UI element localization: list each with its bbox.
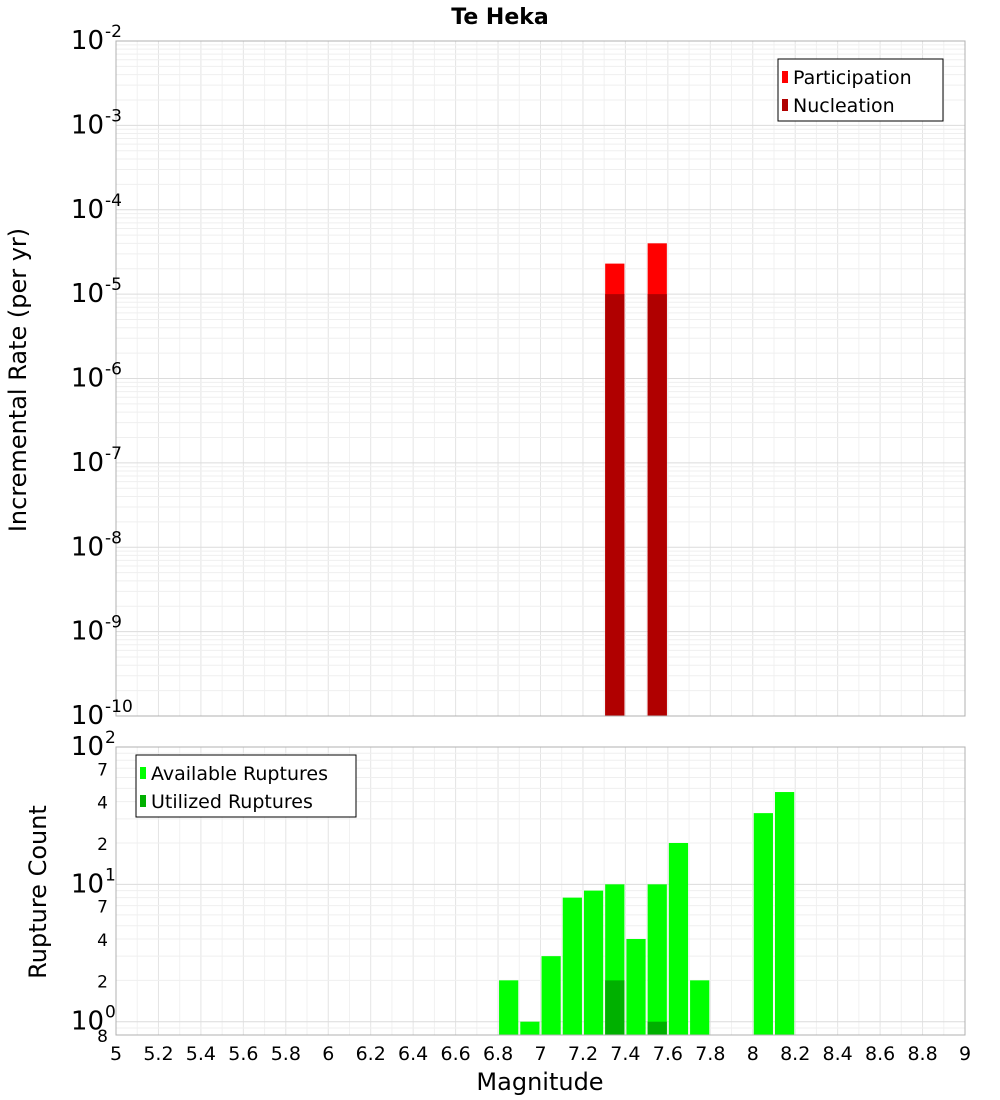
y-tick-label: 7 [97, 760, 108, 780]
legend-box [135, 754, 357, 818]
legend-swatch [140, 767, 146, 779]
x-tick-label: 5.2 [143, 1043, 173, 1065]
y-tick-exponent: 1 [105, 865, 116, 885]
y-tick-label: 4 [97, 794, 108, 814]
legend-entry: Utilized Ruptures [151, 791, 313, 813]
y-tick-exponent: -8 [105, 528, 122, 548]
x-tick-label: 5.8 [271, 1043, 301, 1065]
y-tick-exponent: 0 [105, 1003, 116, 1023]
y-tick-label: 10 [71, 617, 104, 647]
bar-utilized-ruptures [647, 1021, 667, 1035]
bar-available-ruptures [562, 897, 582, 1035]
y-tick-label: 2 [97, 972, 108, 992]
x-tick-label: 5 [110, 1043, 122, 1065]
x-tick-label: 8.8 [907, 1043, 937, 1065]
y-tick-label: 10 [71, 364, 104, 394]
legend: Available Ruptures Utilized Ruptures [135, 754, 357, 818]
y-tick-label: 10 [71, 869, 104, 899]
y-tick-label: 10 [71, 110, 104, 140]
bar-utilized-ruptures [605, 980, 625, 1035]
legend-swatch [782, 71, 788, 83]
bar-nucleation [605, 294, 625, 716]
y-tick-label: 10 [71, 26, 104, 56]
legend-swatch [782, 99, 788, 111]
bar-available-ruptures [583, 890, 604, 1035]
y-tick-label: 10 [71, 532, 104, 562]
bar-available-ruptures [541, 956, 561, 1035]
y-tick-exponent: -5 [105, 275, 122, 295]
legend-entry: Nucleation [793, 95, 895, 117]
legend-swatch [140, 795, 146, 807]
y-tick-exponent: -4 [105, 191, 122, 211]
x-tick-label: 9 [959, 1043, 971, 1065]
bar-available-ruptures [499, 980, 519, 1035]
x-tick-label: 7.2 [568, 1043, 598, 1065]
plot-frame [115, 746, 966, 1036]
x-axis-label: Magnitude [476, 1068, 603, 1096]
x-tick-label: 8.6 [865, 1043, 895, 1065]
x-tick-label: 5.4 [186, 1043, 216, 1065]
legend-box [777, 58, 944, 122]
x-tick-label: 6.2 [356, 1043, 386, 1065]
bar-available-ruptures [626, 939, 646, 1035]
chart-title: Te Heka [451, 5, 548, 30]
y-tick-exponent: -6 [105, 360, 122, 380]
x-tick-label: 8.2 [780, 1043, 810, 1065]
y-tick-label: 2 [97, 835, 108, 855]
x-tick-label: 6.6 [440, 1043, 470, 1065]
bar-available-ruptures [753, 813, 773, 1035]
y-tick-exponent: -9 [105, 613, 122, 633]
bar-available-ruptures [774, 792, 795, 1035]
top-plot-area: 10-210-310-410-510-610-710-810-910 -10Par… [71, 22, 966, 731]
top-y-axis-label: Incremental Rate (per yr) [4, 228, 32, 532]
y-tick-label: 10 [71, 195, 104, 225]
legend-entry: Participation [793, 67, 912, 89]
x-tick-label: 7.4 [610, 1043, 640, 1065]
legend: Participation Nucleation [777, 58, 944, 122]
plot-frame [115, 40, 966, 717]
y-tick-label: 10 [71, 448, 104, 478]
y-tick-label: 7 [97, 898, 108, 918]
bar-nucleation [647, 294, 667, 716]
y-tick-label: 10 [71, 732, 104, 762]
bar-available-ruptures [690, 980, 710, 1035]
y-tick-exponent: -3 [105, 106, 122, 126]
x-tick-label: 6.8 [483, 1043, 513, 1065]
y-tick-label: 4 [97, 931, 108, 951]
x-tick-label: 6.4 [398, 1043, 428, 1065]
y-tick-label: 10 [71, 279, 104, 309]
y-tick-label: 10 [71, 1007, 104, 1037]
x-tick-label: 7.6 [653, 1043, 683, 1065]
y-tick-exponent: -7 [105, 444, 122, 464]
y-tick-exponent: 2 [105, 728, 116, 748]
x-tick-label: 8 [747, 1043, 759, 1065]
legend-entry: Available Ruptures [151, 763, 328, 785]
y-tick-label: 8 [97, 1027, 108, 1047]
y-tick-exponent: -2 [105, 22, 122, 42]
bar-available-ruptures [668, 843, 689, 1035]
x-tick-label: 6 [322, 1043, 334, 1065]
y-tick-exponent: -10 [105, 697, 133, 717]
bottom-y-axis-label: Rupture Count [24, 805, 52, 979]
x-tick-label: 7.8 [695, 1043, 725, 1065]
bar-available-ruptures [647, 884, 667, 1035]
bar-available-ruptures [520, 1021, 540, 1035]
y-tick-label: 10 [71, 701, 104, 731]
x-tick-label: 7 [534, 1043, 546, 1065]
x-tick-label: 5.6 [228, 1043, 258, 1065]
x-tick-label: 8.4 [823, 1043, 853, 1065]
